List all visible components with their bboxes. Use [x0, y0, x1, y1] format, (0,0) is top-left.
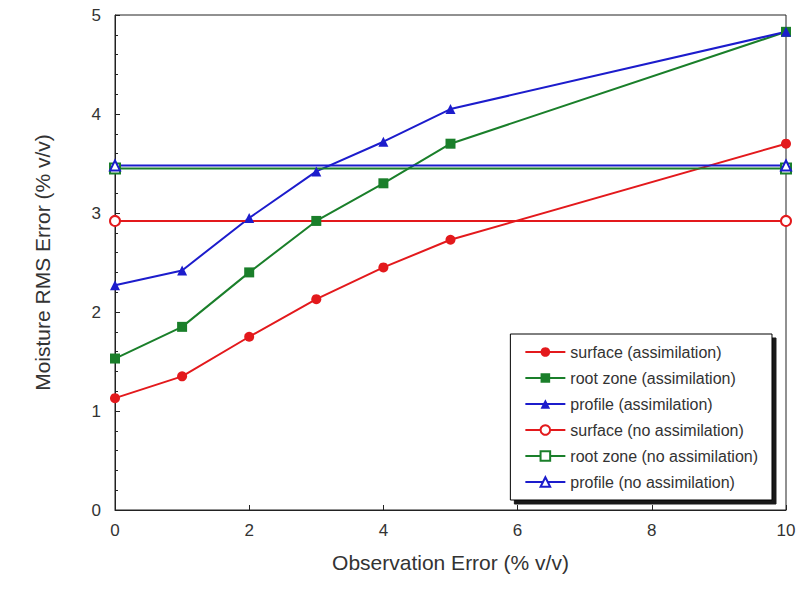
svg-text:5: 5	[92, 6, 101, 25]
svg-text:profile (assimilation): profile (assimilation)	[570, 396, 712, 413]
svg-text:6: 6	[513, 521, 522, 540]
svg-text:profile (no assimilation): profile (no assimilation)	[570, 474, 735, 491]
svg-text:surface (no assimilation): surface (no assimilation)	[570, 422, 743, 439]
svg-text:Moisture RMS Error (% v/v): Moisture RMS Error (% v/v)	[31, 134, 54, 391]
svg-text:4: 4	[379, 521, 388, 540]
svg-text:2: 2	[244, 521, 253, 540]
svg-text:10: 10	[777, 521, 796, 540]
svg-text:0: 0	[110, 521, 119, 540]
svg-text:8: 8	[647, 521, 656, 540]
svg-text:root zone (no assimilation): root zone (no assimilation)	[570, 448, 758, 465]
svg-text:0: 0	[92, 501, 101, 520]
svg-text:surface (assimilation): surface (assimilation)	[570, 344, 721, 361]
svg-text:Observation Error (% v/v): Observation Error (% v/v)	[332, 551, 569, 574]
svg-text:3: 3	[92, 204, 101, 223]
svg-text:4: 4	[92, 105, 101, 124]
svg-text:1: 1	[92, 402, 101, 421]
svg-text:root zone (assimilation): root zone (assimilation)	[570, 370, 735, 387]
svg-text:2: 2	[92, 303, 101, 322]
